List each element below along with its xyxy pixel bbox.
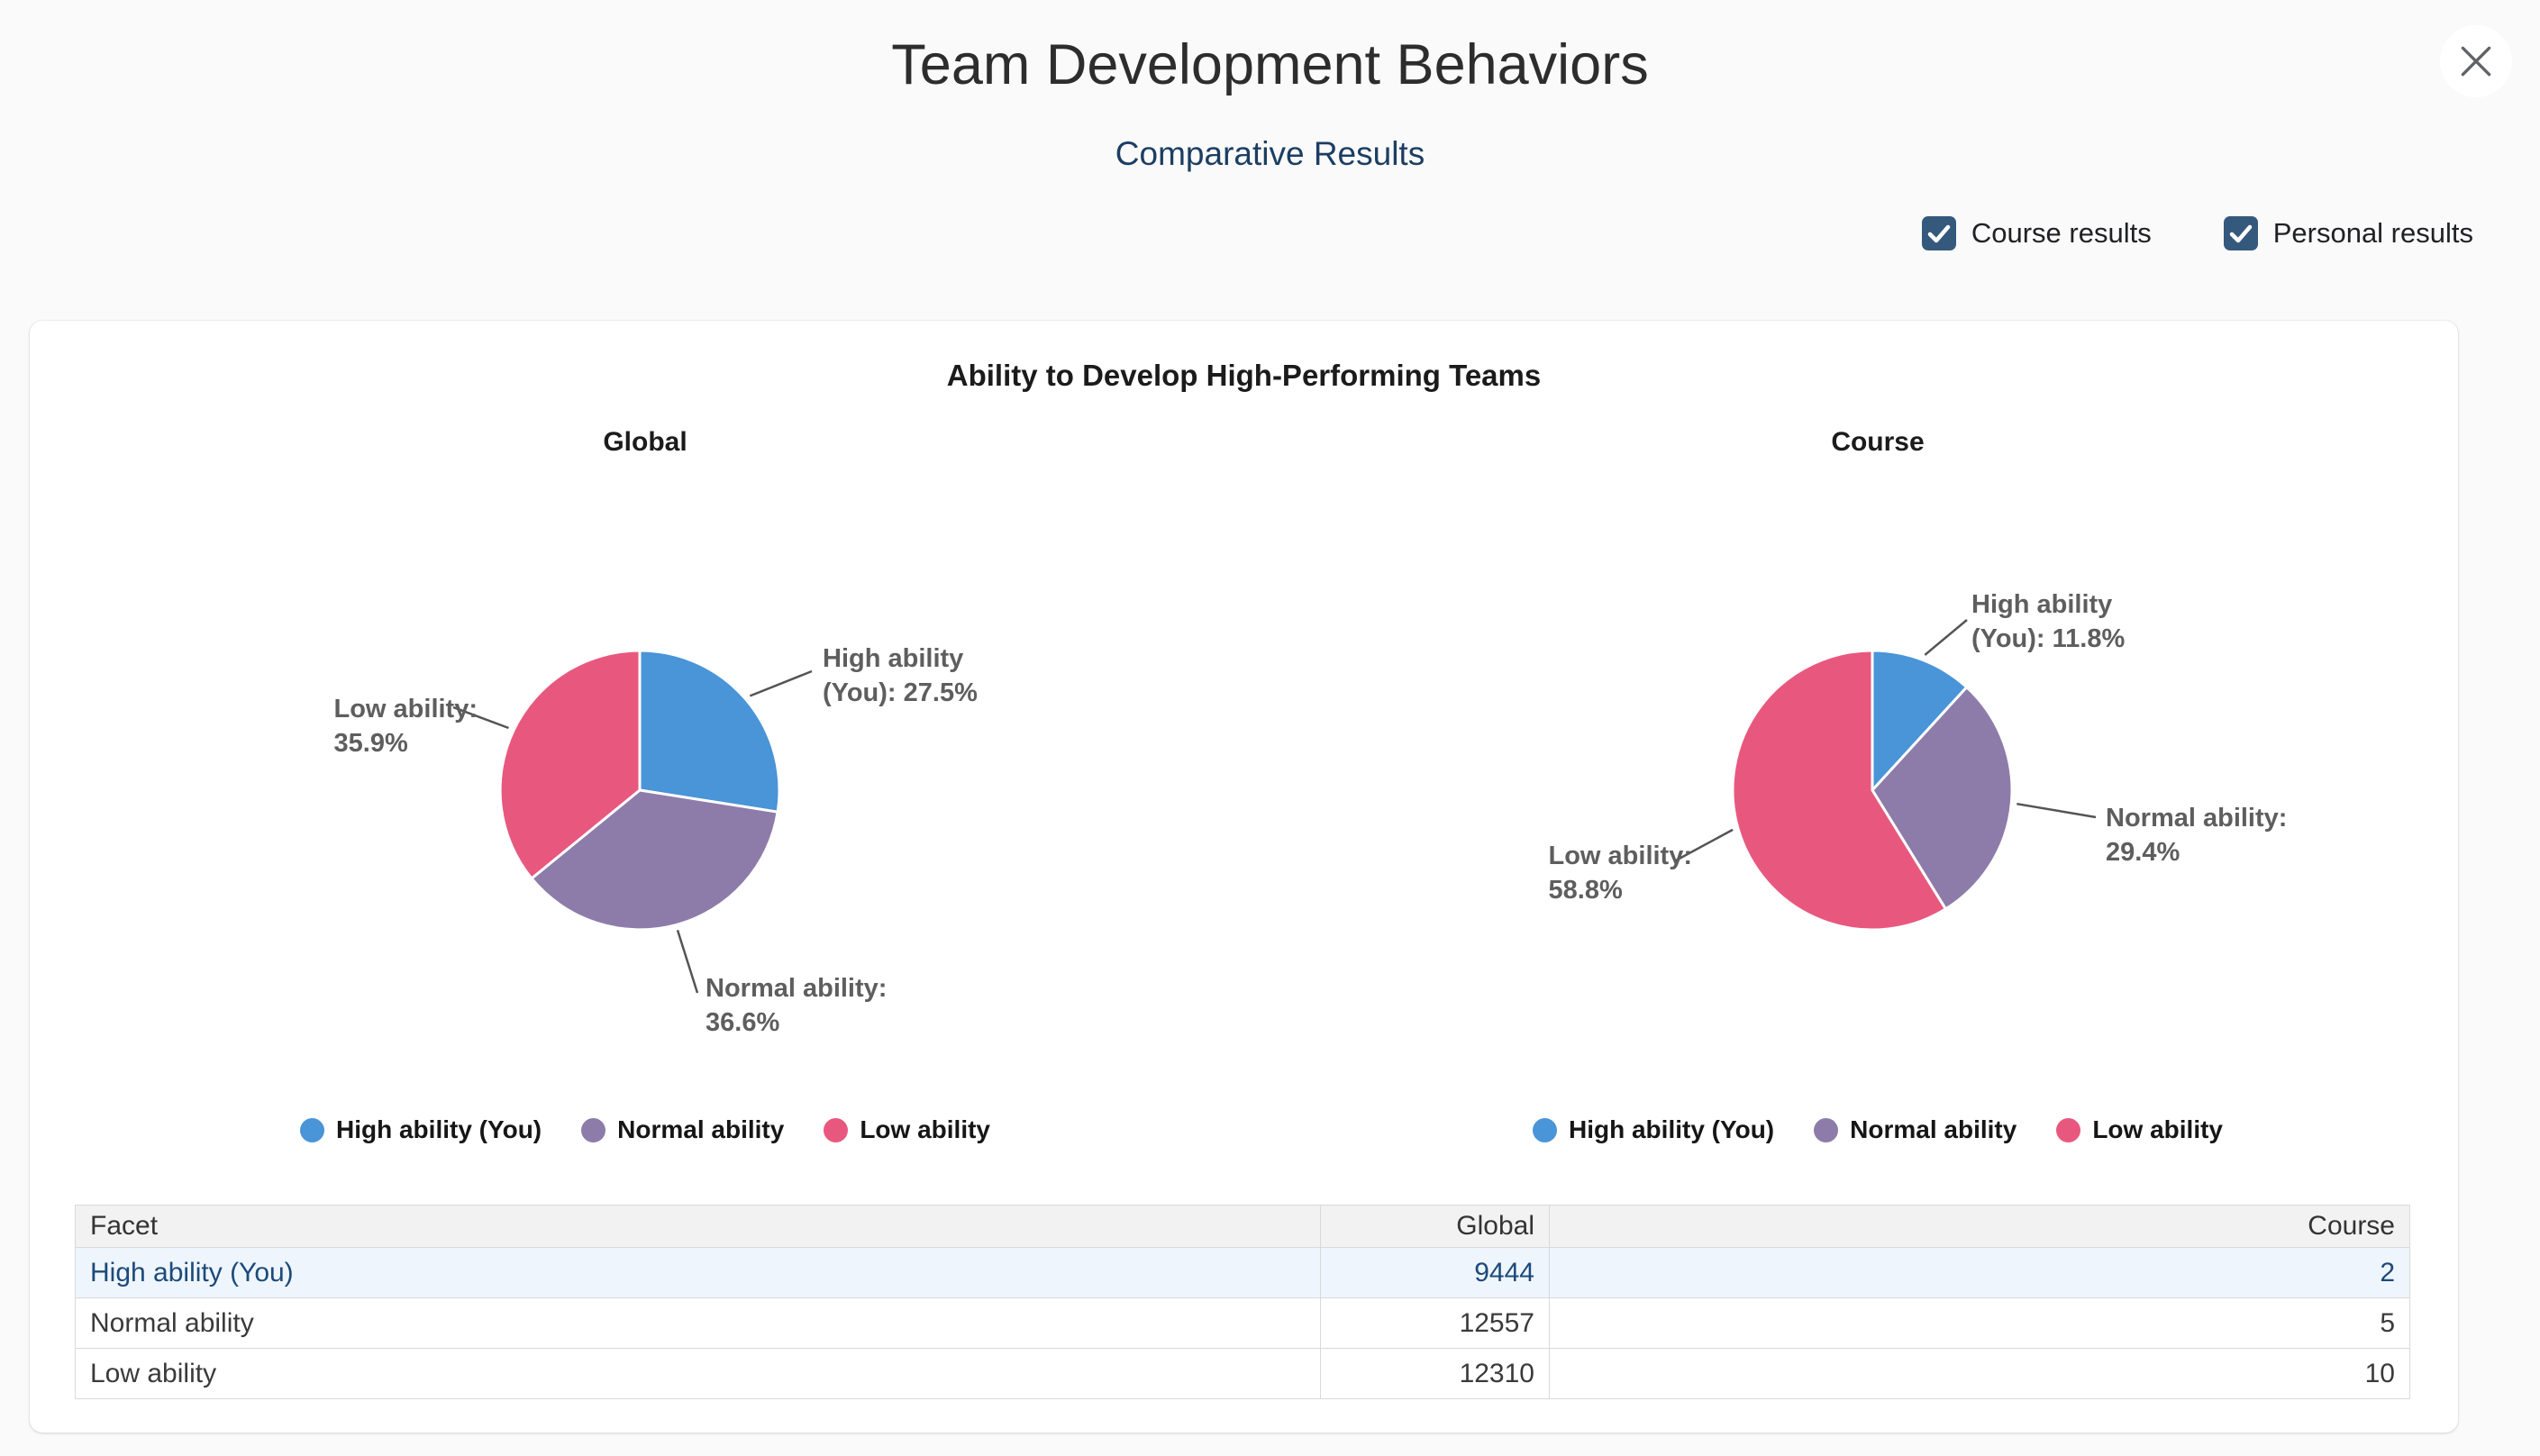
legend-item[interactable]: High ability (You) bbox=[300, 1115, 542, 1144]
filter-personal-label: Personal results bbox=[2272, 217, 2473, 249]
legend-item[interactable]: Normal ability bbox=[1814, 1115, 2017, 1144]
pie-slice bbox=[498, 649, 642, 880]
filter-personal-results[interactable]: Personal results bbox=[2223, 216, 2473, 250]
pie-slice bbox=[530, 788, 779, 932]
callout-course-low-ability: Low ability: 58.8% bbox=[1548, 842, 1693, 905]
legend-dot-icon bbox=[1814, 1117, 1839, 1142]
pie-slice bbox=[1871, 686, 2014, 911]
callout-leader-line bbox=[1675, 828, 1734, 862]
legend-item[interactable]: Low ability bbox=[824, 1115, 990, 1144]
legend-dot-icon bbox=[1533, 1117, 1557, 1142]
table-row[interactable]: High ability (You) 9444 2 bbox=[75, 1247, 2410, 1298]
legend-label: Normal ability bbox=[1850, 1115, 2017, 1143]
legend-item[interactable]: Low ability bbox=[2056, 1115, 2223, 1144]
column-header-course: Course bbox=[1549, 1205, 2410, 1248]
callout-leader-line bbox=[676, 930, 699, 994]
pie-charts-canvas bbox=[452, 619, 2097, 994]
callout-leader-line bbox=[1924, 619, 1968, 656]
pie-slice bbox=[1871, 649, 1969, 792]
legend-item[interactable]: High ability (You) bbox=[1533, 1115, 1774, 1144]
legend-dot-icon bbox=[824, 1117, 849, 1142]
legend-label: Low ability bbox=[2092, 1115, 2223, 1143]
callout-global-low-ability: Low ability: 35.9% bbox=[333, 695, 478, 758]
filter-course-label: Course results bbox=[1971, 217, 2152, 249]
callout-global-high-ability: High ability (You): 27.5% bbox=[823, 644, 978, 707]
pie-slice bbox=[1731, 649, 1947, 932]
callout-course-high-ability: High ability (You): 11.8% bbox=[1971, 590, 2126, 653]
page-title: Team Development Behaviors bbox=[891, 33, 1649, 96]
table-header-row: Facet Global Course bbox=[75, 1205, 2410, 1248]
callout-global-normal-ability: Normal ability: 36.6% bbox=[706, 974, 888, 1037]
table-row[interactable]: Low ability 12310 10 bbox=[75, 1348, 2410, 1399]
legend-label: Low ability bbox=[860, 1115, 990, 1143]
legend-global: High ability (You) Normal ability Low ab… bbox=[300, 1115, 990, 1144]
global-cell: 12557 bbox=[1320, 1297, 1550, 1349]
column-header-global: Global bbox=[1320, 1205, 1550, 1248]
page-subtitle: Comparative Results bbox=[1115, 135, 1425, 172]
column-header-facet: Facet bbox=[75, 1205, 1321, 1248]
legend-item[interactable]: Normal ability bbox=[581, 1115, 784, 1144]
facet-cell: Low ability bbox=[75, 1348, 1321, 1399]
pie-slice bbox=[638, 649, 781, 814]
callout-course-normal-ability: Normal ability: 29.4% bbox=[2106, 804, 2288, 867]
legend-dot-icon bbox=[581, 1117, 606, 1142]
legend-dot-icon bbox=[2056, 1117, 2081, 1142]
table-row[interactable]: Normal ability 12557 5 bbox=[75, 1297, 2410, 1349]
filter-course-results[interactable]: Course results bbox=[1921, 216, 2152, 250]
callout-leader-line bbox=[749, 669, 813, 697]
close-button[interactable] bbox=[2440, 25, 2512, 97]
facet-cell: High ability (You) bbox=[75, 1247, 1321, 1298]
course-cell: 10 bbox=[1549, 1348, 2410, 1399]
close-icon bbox=[2461, 46, 2491, 77]
legend-dot-icon bbox=[300, 1117, 324, 1142]
checkbox-checked-icon bbox=[2223, 216, 2258, 250]
facet-cell: Normal ability bbox=[75, 1297, 1321, 1349]
results-table: Facet Global Course High ability (You) 9… bbox=[75, 1205, 2410, 1399]
legend-course: High ability (You) Normal ability Low ab… bbox=[1533, 1115, 2223, 1144]
course-cell: 2 bbox=[1549, 1247, 2410, 1298]
legend-label: High ability (You) bbox=[336, 1115, 542, 1143]
global-cell: 9444 bbox=[1320, 1247, 1550, 1298]
checkbox-checked-icon bbox=[1921, 216, 1956, 250]
chart-card: Ability to Develop High-Performing Teams… bbox=[30, 321, 2458, 1433]
pie-heading-course: Course bbox=[1831, 427, 1925, 457]
callout-leader-line bbox=[2017, 802, 2097, 819]
course-cell: 5 bbox=[1549, 1297, 2410, 1349]
global-cell: 12310 bbox=[1320, 1348, 1550, 1399]
results-filters: Course results Personal results bbox=[1921, 216, 2473, 250]
callout-leader-line bbox=[452, 705, 509, 730]
pie-heading-global: Global bbox=[603, 427, 687, 457]
chart-title: Ability to Develop High-Performing Teams bbox=[946, 359, 1542, 392]
legend-label: Normal ability bbox=[617, 1115, 785, 1143]
legend-label: High ability (You) bbox=[1569, 1115, 1775, 1143]
